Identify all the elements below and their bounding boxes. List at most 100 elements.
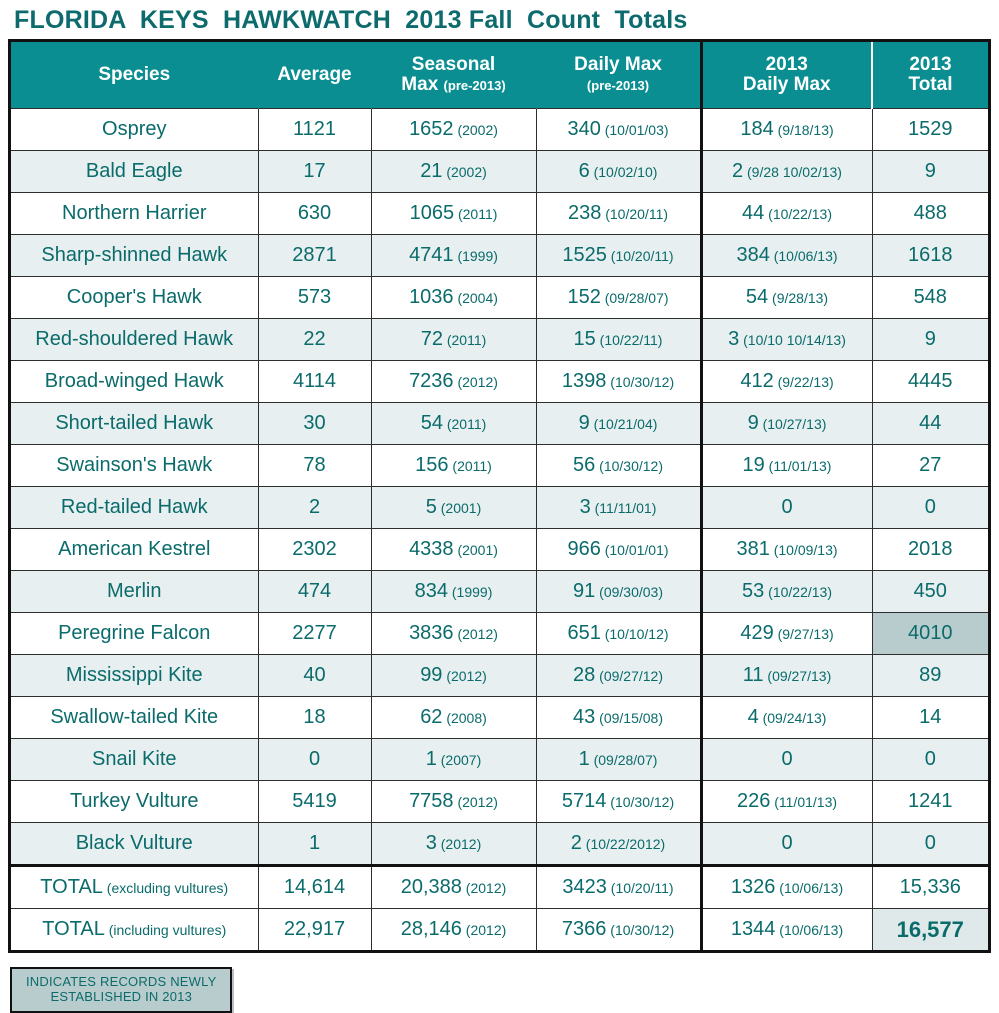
cell-total-daily-max-value: 3423 (562, 876, 607, 898)
cell-2013-total: 2018 (872, 528, 988, 571)
cell-total-seasonal-max-value: 28,146 (400, 918, 462, 940)
cell-average-value: 630 (297, 202, 332, 224)
cell-2013-total-value: 14 (919, 706, 942, 728)
table-total-row: TOTAL (including vultures) 22,917 28,146 (… (11, 908, 988, 950)
cell-2013-daily-max-value: 0 (781, 748, 793, 770)
column-header-2013-daily-max: 2013 Daily Max (699, 42, 873, 109)
cell-species: Peregrine Falcon (11, 612, 259, 655)
table-row: Northern Harrier 630 1065 (2011) 238 (10/20… (11, 192, 988, 235)
cell-species: Swainson's Hawk (11, 444, 259, 487)
cell-average-value: 40 (303, 664, 326, 686)
cell-average: 474 (258, 570, 372, 613)
cell-average-value: 573 (297, 286, 332, 308)
cell-2013-daily-max: 381 (10/09/13) (699, 528, 873, 571)
cell-2013-total-value: 2018 (908, 538, 953, 560)
cell-daily-max-value: 6 (578, 160, 590, 182)
table-row: American Kestrel 2302 4338 (2001) 966 (10/0… (11, 528, 988, 571)
cell-seasonal-max: 156 (2011) (371, 444, 537, 487)
cell-daily-max-qualifier: (10/02/10) (589, 164, 658, 180)
cell-species: Sharp-shinned Hawk (11, 234, 259, 277)
cell-2013-daily-max-qualifier: (10/27/13) (758, 416, 827, 432)
column-header-species: Species (11, 42, 259, 109)
total-label-qualifier: (including vultures) (104, 922, 227, 938)
cell-seasonal-max-qualifier: (2008) (442, 710, 487, 726)
cell-2013-daily-max-qualifier: (11/01/13) (770, 794, 838, 810)
cell-seasonal-max: 62 (2008) (371, 696, 537, 739)
cell-daily-max-value: 152 (567, 286, 601, 308)
cell-average-value: 4114 (292, 370, 336, 392)
cell-daily-max-value: 2 (570, 832, 582, 854)
table-row: Broad-winged Hawk 4114 7236 (2012) 1398 (10… (11, 360, 988, 403)
header-label-daily-max: Daily Max (574, 54, 662, 76)
page-title: FLORIDA KEYS HAWKWATCH 2013 Fall Count T… (14, 6, 688, 34)
cell-seasonal-max-value: 7758 (409, 790, 454, 812)
cell-average-value: 17 (303, 160, 326, 182)
cell-seasonal-max-qualifier: (2002) (453, 122, 498, 138)
cell-daily-max-qualifier: (10/30/12) (606, 794, 675, 810)
cell-2013-total-value: 4010 (908, 622, 953, 644)
cell-daily-max-value: 966 (567, 538, 601, 560)
cell-2013-daily-max-value: 53 (742, 580, 765, 602)
cell-2013-daily-max-value: 3 (728, 328, 740, 350)
cell-species: Cooper's Hawk (11, 276, 259, 319)
cell-2013-total: 548 (872, 276, 988, 319)
cell-seasonal-max-value: 3836 (409, 622, 454, 644)
cell-2013-daily-max-qualifier: (9/28 10/02/13) (743, 164, 842, 180)
cell-2013-total-value: 0 (924, 496, 936, 518)
table-row: Red-shouldered Hawk 22 72 (2011) 15 (10/22/… (11, 318, 988, 361)
total-label-qualifier: (excluding vultures) (102, 880, 229, 896)
cell-2013-daily-max-qualifier: (10/09/13) (769, 542, 838, 558)
cell-daily-max: 1525 (10/20/11) (536, 234, 702, 277)
cell-daily-max-qualifier: (11/11/01) (590, 500, 657, 516)
column-header-daily-max: Daily Max (pre-2013) (536, 42, 702, 109)
cell-2013-daily-max-value: 19 (742, 454, 765, 476)
cell-seasonal-max-value: 72 (420, 328, 443, 350)
cell-total-average: 14,614 (258, 864, 372, 909)
cell-seasonal-max-qualifier: (2001) (436, 500, 482, 516)
cell-daily-max: 6 (10/02/10) (536, 150, 702, 193)
cell-average: 40 (258, 654, 372, 697)
cell-daily-max: 238 (10/20/11) (536, 192, 702, 235)
cell-average-value: 1 (308, 832, 321, 854)
cell-daily-max-value: 5714 (561, 790, 607, 812)
cell-2013-total-value: 0 (924, 832, 936, 854)
cell-2013-daily-max-value: 44 (742, 202, 765, 224)
cell-2013-daily-max: 226 (11/01/13) (699, 780, 873, 823)
cell-seasonal-max-value: 62 (420, 706, 443, 728)
cell-average-value: 474 (297, 580, 332, 602)
cell-2013-total: 1618 (872, 234, 988, 277)
cell-total-average: 22,917 (258, 908, 372, 950)
cell-2013-total: 0 (872, 822, 988, 866)
cell-2013-daily-max: 0 (699, 486, 873, 529)
header-label-average: Average (277, 64, 352, 86)
cell-2013-total-value: 1529 (908, 118, 953, 140)
cell-total-seasonal-max: 20,388 (2012) (371, 864, 537, 909)
cell-daily-max: 1 (09/28/07) (536, 738, 702, 781)
cell-average-value: 22 (303, 328, 326, 350)
column-header-seasonal-max: Seasonal Max (pre-2013) (371, 42, 537, 109)
cell-seasonal-max-qualifier: (2007) (436, 752, 482, 768)
table-total-row: TOTAL (excluding vultures) 14,614 20,388 (… (11, 864, 988, 909)
cell-average: 573 (258, 276, 372, 319)
cell-daily-max-value: 43 (573, 706, 596, 728)
cell-seasonal-max: 99 (2012) (371, 654, 537, 697)
table-row: Merlin 474 834 (1999) 91 (09/30/03) 53 (10/2… (11, 570, 988, 613)
cell-2013-total-value: 89 (919, 664, 942, 686)
cell-seasonal-max: 4741 (1999) (371, 234, 537, 277)
cell-total-label: TOTAL (excluding vultures) (11, 864, 259, 909)
cell-seasonal-max-value: 4338 (409, 538, 454, 560)
cell-species: Bald Eagle (11, 150, 259, 193)
cell-average: 22 (258, 318, 372, 361)
cell-seasonal-max: 4338 (2001) (371, 528, 537, 571)
cell-2013-total: 89 (872, 654, 988, 697)
cell-total-2013-total: 16,577 (872, 908, 988, 950)
cell-species: Mississippi Kite (11, 654, 259, 697)
cell-average: 78 (258, 444, 372, 487)
cell-average: 2871 (258, 234, 372, 277)
cell-seasonal-max: 72 (2011) (371, 318, 537, 361)
cell-2013-daily-max-qualifier: (9/22/13) (773, 374, 834, 390)
cell-total-2013-daily-max: 1344 (10/06/13) (699, 908, 873, 950)
table-row: Short-tailed Hawk 30 54 (2011) 9 (10/21/04)… (11, 402, 988, 445)
cell-seasonal-max-value: 99 (420, 664, 443, 686)
cell-total-2013-total-value: 16,577 (896, 916, 964, 942)
